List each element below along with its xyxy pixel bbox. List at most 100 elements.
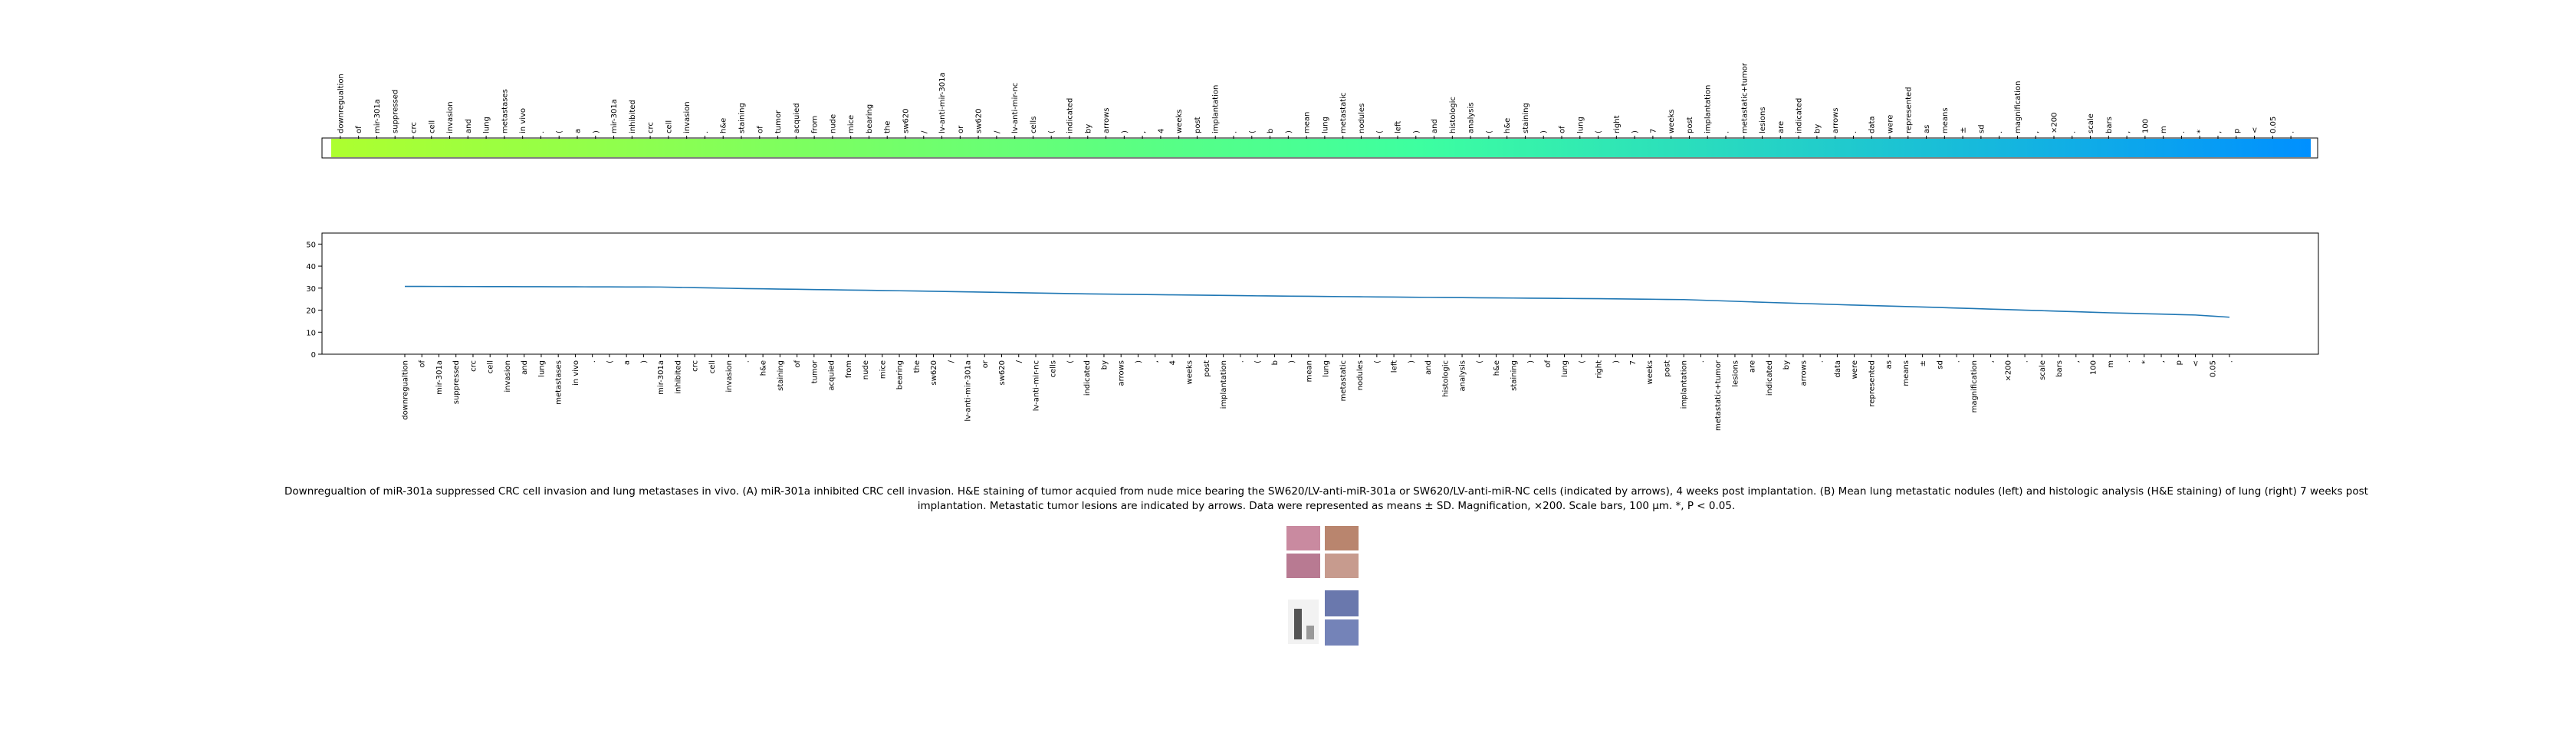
- x-tick-label: analysis: [1459, 360, 1467, 392]
- y-tick-label: 30: [306, 285, 316, 294]
- heatmap-token-label: arrows: [1832, 108, 1840, 133]
- x-tick-label: downregualtion: [402, 360, 410, 420]
- heatmap-token-label: lung: [1321, 117, 1329, 133]
- x-tick-label: from: [845, 360, 853, 378]
- x-tick-label: by: [1100, 360, 1109, 370]
- x-tick-label: invasion: [504, 360, 512, 393]
- x-tick-label: as: [1885, 360, 1894, 369]
- heatmap-token-label: weeks: [1175, 110, 1184, 133]
- x-tick-label: lung: [1561, 360, 1569, 377]
- heatmap-token-label: m: [2160, 126, 2168, 133]
- x-tick-label: the: [913, 360, 922, 373]
- x-tick-label: ±: [1919, 360, 1927, 366]
- x-tick-label: weeks: [1186, 360, 1194, 384]
- x-tick-label: (: [1066, 360, 1075, 363]
- heatmap-token-label: bars: [2105, 117, 2114, 133]
- heatmap-token-label: a: [574, 129, 583, 133]
- x-tick-label: cells: [1050, 360, 1058, 377]
- x-tick-label: staining: [777, 360, 785, 391]
- heatmap-color-bar: [331, 139, 2311, 157]
- x-tick-label: lung: [537, 360, 546, 377]
- heatmap-token-label: magnification: [2014, 81, 2022, 133]
- thumbnail-panel-a1: [1286, 526, 1320, 550]
- x-tick-label: of: [1544, 360, 1552, 368]
- heatmap-token-label: by: [1813, 124, 1822, 133]
- heatmap-token-label: implantation: [1212, 85, 1221, 133]
- heatmap-token-label: in vivo: [519, 108, 527, 133]
- figure-caption: Downregualtion of miR-301a suppressed CR…: [284, 485, 2368, 512]
- x-tick-label: scale: [2039, 360, 2047, 380]
- heatmap-token-label: .: [1996, 131, 2004, 133]
- y-tick-label: 0: [311, 351, 316, 360]
- x-tick-label: left: [1391, 360, 1399, 373]
- x-tick-label: metastatic+tumor: [1714, 360, 1723, 431]
- x-tick-label: mir-301a: [657, 360, 665, 395]
- x-tick-label: right: [1595, 360, 1604, 379]
- heatmap-token-label: suppressed: [392, 90, 400, 133]
- heatmap-token-labels: downregualtion of mir-301a suppressed crc cel…: [337, 62, 2296, 139]
- heatmap-token-label: data: [1868, 116, 1877, 133]
- heatmap-token-label: weeks: [1668, 110, 1676, 133]
- heatmap-token-label: mir-301a: [373, 99, 382, 133]
- heatmap-token-label: b: [1267, 129, 1275, 133]
- y-tick-label: 40: [306, 263, 316, 271]
- heatmap-token-label: implantation: [1704, 85, 1713, 133]
- x-tick-label: bearing: [896, 360, 905, 389]
- heatmap-token-label: ±: [1960, 127, 1968, 133]
- heatmap-token-label: lung: [1576, 117, 1585, 133]
- thumbnail-panel-a2: [1325, 526, 1359, 550]
- x-tick-label: of: [794, 360, 802, 368]
- heatmap-token-label: ): [1121, 130, 1129, 133]
- heatmap-token-label: (: [556, 130, 564, 133]
- heatmap-token-label: .: [2288, 131, 2296, 133]
- x-tick-label: and: [521, 360, 529, 375]
- heatmap-token-label: cell: [665, 120, 673, 133]
- x-tick-label: cell: [487, 360, 495, 373]
- x-tick-label: .: [1697, 360, 1706, 363]
- x-tick-label: .: [1817, 360, 1825, 363]
- x-tick-label: mice: [879, 360, 887, 379]
- token-heatmap: downregualtion of mir-301a suppressed crc cel…: [321, 62, 2318, 159]
- heatmap-token-label: lv-anti-mir-nc: [1011, 83, 1020, 133]
- x-tick-label: were: [1851, 360, 1859, 379]
- heatmap-token-label: metastatic: [1339, 93, 1348, 133]
- x-tick-label: invasion: [725, 360, 734, 393]
- heatmap-token-label: acquied: [793, 103, 801, 133]
- x-tick-label: h&e: [1493, 360, 1501, 376]
- heatmap-token-label: invasion: [683, 101, 692, 133]
- heatmap-token-label: analysis: [1467, 103, 1476, 134]
- x-tick-label: p: [2175, 360, 2183, 365]
- x-tick-label: 7: [1629, 360, 1638, 365]
- heatmap-token-label: sw620: [975, 109, 984, 133]
- x-tick-label: ,: [1152, 360, 1160, 363]
- x-tick-label: (: [1254, 360, 1263, 363]
- heatmap-token-label: (: [1048, 130, 1056, 133]
- x-tick-label: ): [1527, 360, 1536, 363]
- thumbnail-bar-2: [1306, 626, 1314, 639]
- x-tick-label: sd: [1936, 360, 1944, 370]
- heatmap-token-label: invasion: [446, 101, 455, 133]
- x-tick-label: ,: [2072, 360, 2081, 363]
- x-tick-label: (: [1373, 360, 1382, 363]
- x-tick-label: .: [1237, 360, 1245, 363]
- heatmap-frame: [321, 137, 2318, 159]
- heatmap-token-label: post: [1686, 117, 1694, 133]
- x-tick-label: h&e: [760, 360, 768, 376]
- heatmap-token-label: nodules: [1358, 104, 1366, 133]
- heatmap-token-label: .: [1850, 131, 1858, 133]
- heatmap-token-label: bearing: [866, 104, 874, 133]
- x-tick-label: sw620: [998, 360, 1007, 385]
- x-tick-label: represented: [1868, 360, 1876, 407]
- heatmap-token-label: represented: [1904, 87, 1913, 133]
- y-tick-label: 50: [306, 241, 316, 249]
- heatmap-token-label: .: [1723, 131, 1731, 133]
- heatmap-token-label: ,: [1139, 131, 1148, 133]
- thumbnail-panel-b-lung-1: [1325, 590, 1359, 616]
- y-tick-label: 20: [306, 307, 316, 316]
- heatmap-token-label: nude: [829, 114, 837, 133]
- x-tick-label: nodules: [1356, 360, 1365, 390]
- heatmap-token-label: 4: [1157, 129, 1165, 133]
- x-tick-label: and: [1424, 360, 1433, 375]
- x-tick-label: cell: [708, 360, 717, 373]
- x-tick-label: weeks: [1646, 360, 1654, 384]
